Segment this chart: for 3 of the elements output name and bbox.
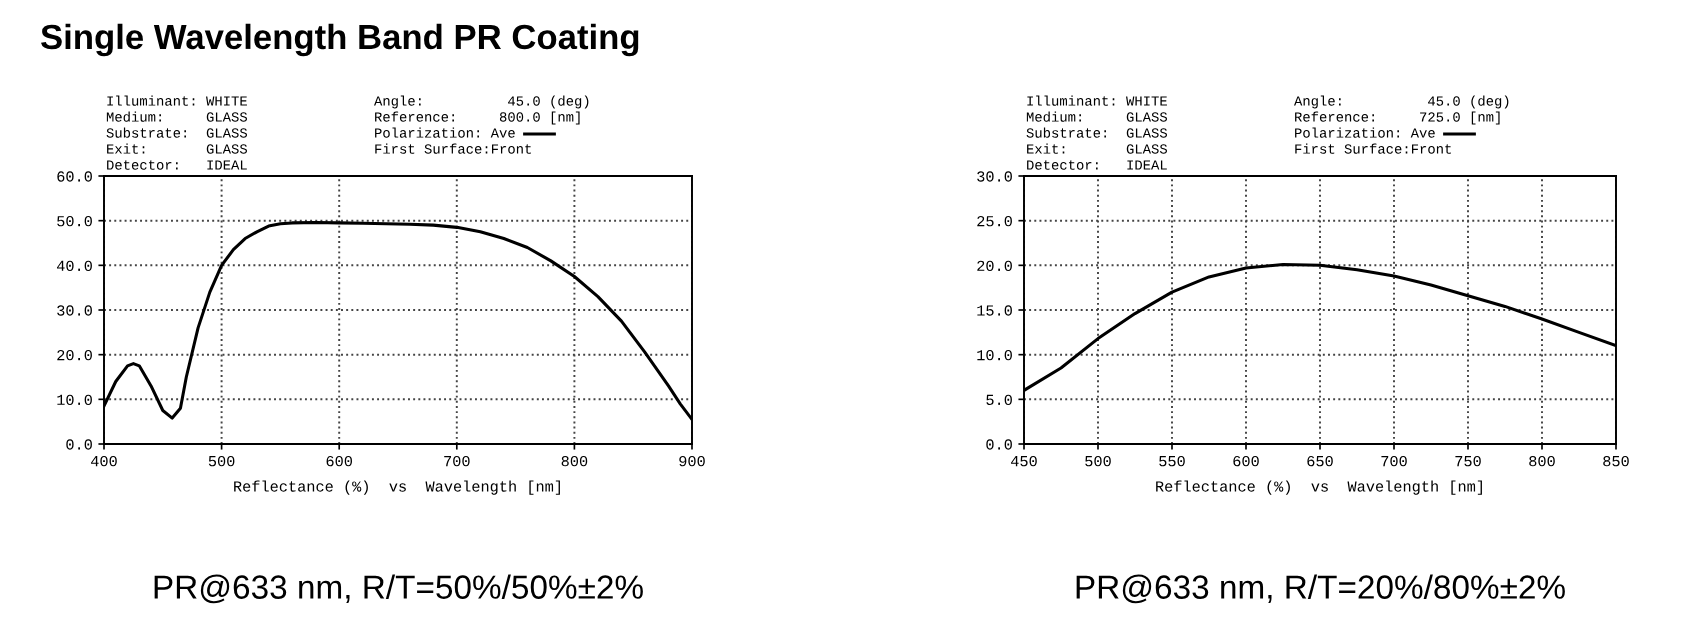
text: PR@633 nm, R/T=20%/80%±2% — [1076, 574, 1565, 604]
text: PR@633 nm, R/T=50%/50%±2% — [154, 574, 643, 604]
chart-title: Single Wavelength Band PR Coating — [41, 23, 639, 57]
